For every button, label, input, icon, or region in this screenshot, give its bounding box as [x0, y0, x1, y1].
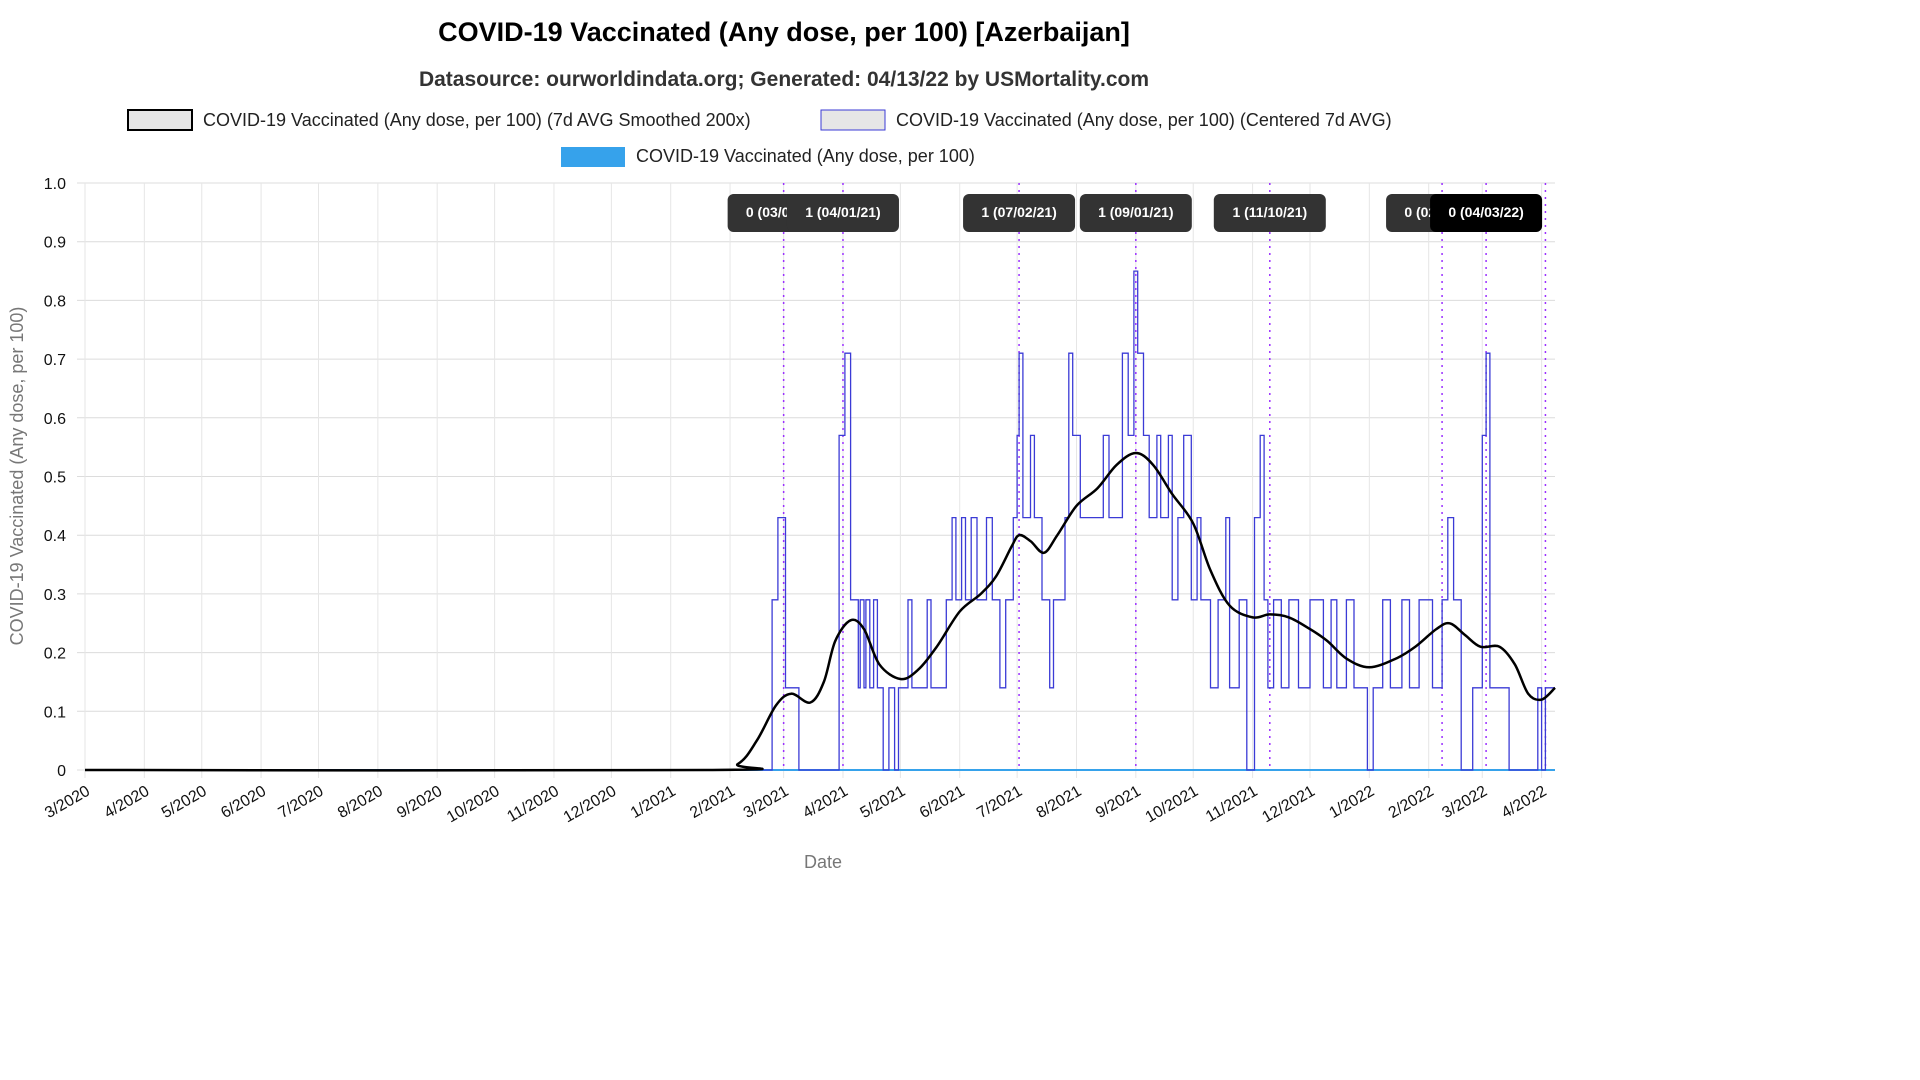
legend-label-raw[interactable]: COVID-19 Vaccinated (Any dose, per 100) [636, 146, 975, 166]
y-tick-label: 0.5 [44, 470, 66, 487]
x-tick-label: 5/2021 [858, 783, 909, 822]
legend-swatch-raw[interactable] [561, 147, 625, 167]
x-tick-label: 6/2020 [218, 783, 269, 822]
x-tick-label: 9/2021 [1093, 783, 1144, 822]
legend-swatch-centered[interactable] [820, 109, 886, 131]
x-tick-label: 3/2021 [741, 783, 792, 822]
legend-label-smoothed[interactable]: COVID-19 Vaccinated (Any dose, per 100) … [203, 110, 751, 130]
series-smoothed-line [84, 451, 1556, 772]
annotation-labels: 0 (03/01/21)1 (04/01/21) 1 (07/02/21) 1 (0… [727, 194, 1543, 232]
x-tick-label: 12/2020 [561, 783, 620, 827]
x-tick-label: 4/2020 [101, 783, 152, 822]
y-tick-label: 0.8 [44, 293, 66, 310]
annotation-box [1213, 194, 1326, 232]
y-tick-label: 1.0 [44, 176, 66, 193]
annotation-label: 1 (04/01/21) [805, 204, 881, 220]
x-tick-label: 4/2021 [800, 783, 851, 822]
x-tick-label: 8/2021 [1034, 783, 1085, 822]
x-tick-label: 2/2022 [1386, 783, 1437, 822]
x-tick-label: 11/2020 [504, 783, 562, 826]
chart-subtitle: Datasource: ourworldindata.org; Generate… [419, 68, 1149, 91]
x-tick-label: 4/2022 [1499, 783, 1550, 822]
y-tick-label: 0.2 [44, 646, 66, 663]
x-tick-label: 10/2020 [444, 783, 503, 827]
annotation-label: 1 (07/02/21) [981, 204, 1057, 220]
y-tick-label: 0.3 [44, 587, 66, 604]
y-tick-label: 0.1 [44, 704, 66, 721]
x-tick-label: 9/2020 [394, 783, 445, 822]
x-axis-label: Date [804, 852, 842, 872]
annotation-box [1430, 194, 1543, 232]
x-tick-label: 5/2020 [159, 783, 210, 822]
legend-label-centered[interactable]: COVID-19 Vaccinated (Any dose, per 100) … [896, 110, 1392, 130]
x-tick-label: 8/2020 [335, 783, 386, 822]
y-tick-label: 0 [57, 763, 66, 780]
annotation-box [786, 194, 899, 232]
x-tick-label: 12/2021 [1259, 783, 1318, 827]
y-axis-ticks: 0 0.1 0.2 0.3 0.4 0.5 0.6 0.7 0.8 0.9 1.0 [44, 176, 66, 780]
x-tick-label: 6/2021 [917, 783, 968, 822]
y-tick-label: 0.4 [44, 528, 66, 545]
x-tick-label: 2/2021 [687, 783, 738, 822]
legend: COVID-19 Vaccinated (Any dose, per 100) … [127, 109, 1392, 167]
x-tick-label: 11/2021 [1203, 783, 1261, 826]
annotation-label: 0 (04/03/22) [1448, 204, 1524, 220]
x-tick-label: 10/2021 [1143, 783, 1202, 827]
annotation-label: 1 (09/01/21) [1098, 204, 1174, 220]
grid [77, 182, 1555, 778]
x-tick-label: 7/2021 [974, 783, 1025, 822]
x-tick-label: 3/2022 [1439, 783, 1490, 822]
series-centered-line [85, 270, 1555, 771]
series-layer [84, 270, 1556, 772]
x-tick-label: 3/2020 [42, 783, 93, 822]
x-tick-label: 1/2022 [1326, 783, 1377, 822]
x-tick-label: 1/2021 [628, 783, 679, 822]
x-tick-label: 7/2020 [276, 783, 327, 822]
chart-title: COVID-19 Vaccinated (Any dose, per 100) … [438, 17, 1130, 47]
legend-swatch-smoothed[interactable] [127, 109, 193, 131]
chart: COVID-19 Vaccinated (Any dose, per 100) … [7, 17, 1556, 872]
annotation-box [963, 194, 1076, 232]
annotation-label: 1 (11/10/21) [1232, 204, 1307, 220]
y-axis-label: COVID-19 Vaccinated (Any dose, per 100) [7, 307, 27, 646]
y-tick-label: 0.6 [44, 411, 66, 428]
y-tick-label: 0.7 [44, 352, 66, 369]
y-tick-label: 0.9 [44, 235, 66, 252]
x-axis-ticks: 3/2020 4/2020 5/2020 6/2020 7/2020 8/2020 9/20… [42, 783, 1550, 827]
annotation-box [1079, 194, 1192, 232]
